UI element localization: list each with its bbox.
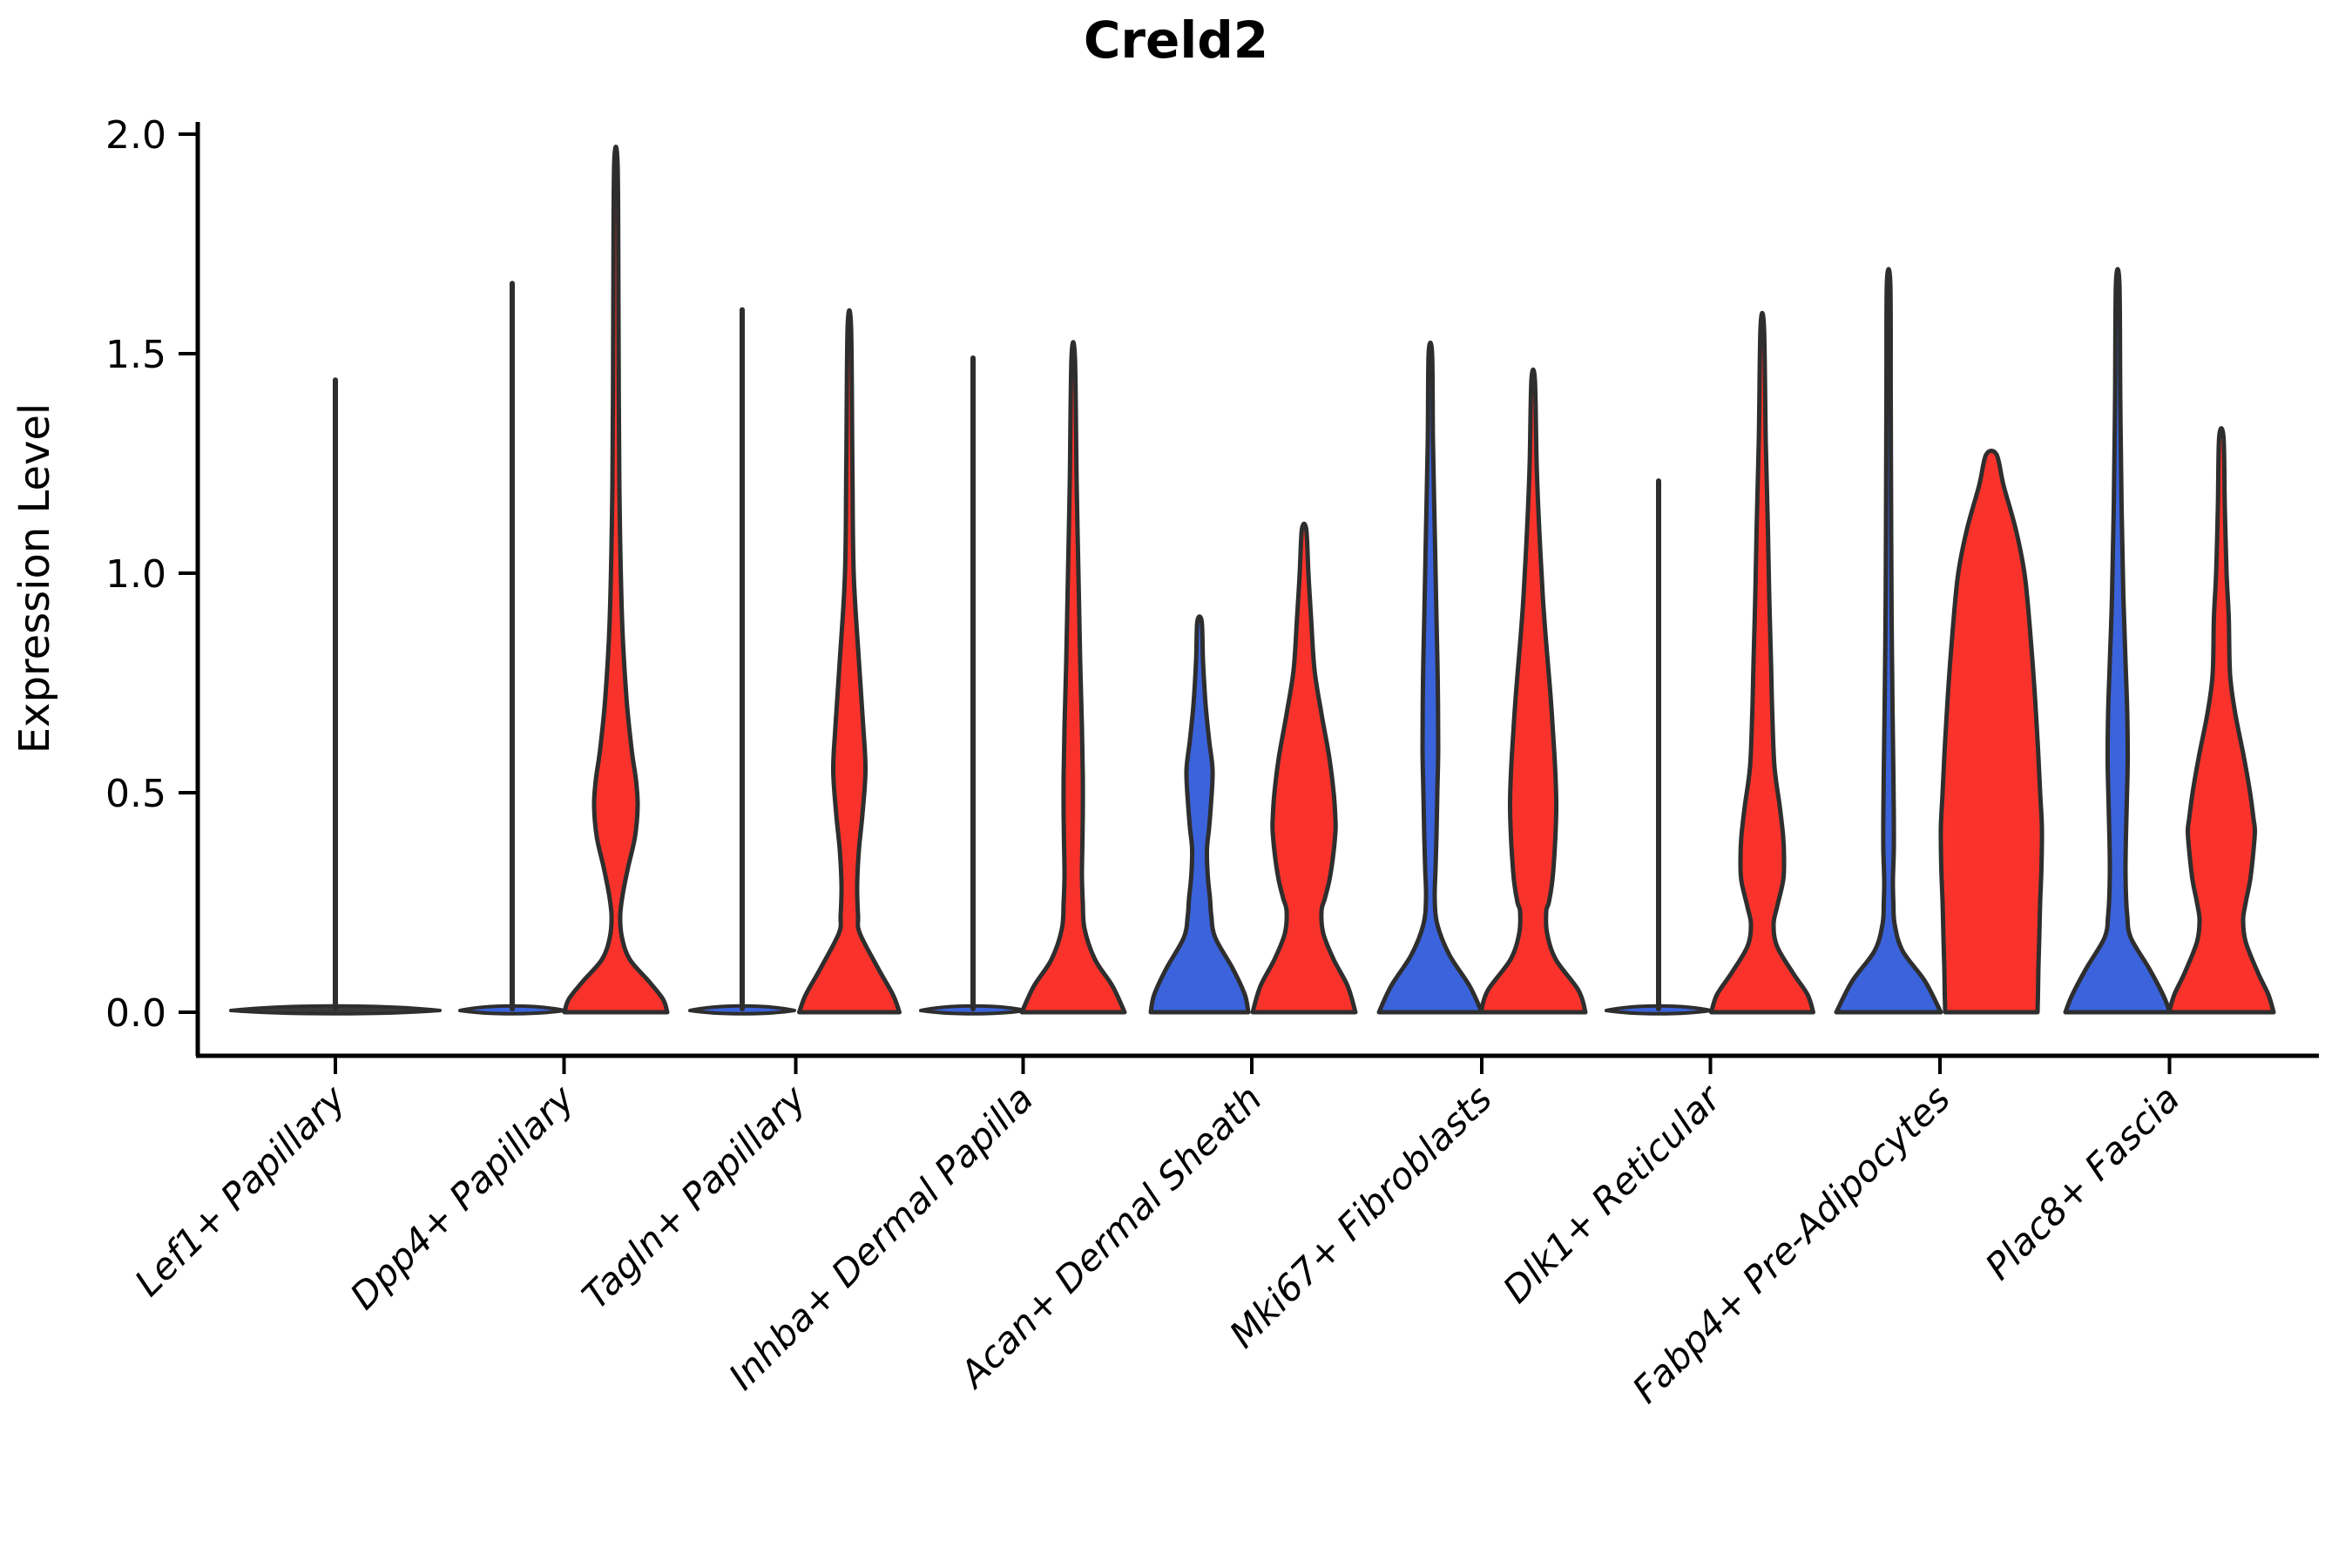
x-tick-label: Dlk1+ Reticular xyxy=(1495,1075,1731,1311)
y-tick-label: 1.5 xyxy=(105,333,166,377)
violin-body-red xyxy=(562,145,670,1015)
x-tick-label: Lef1+ Papillary xyxy=(126,1077,355,1305)
violin-body-red xyxy=(2166,426,2276,1015)
violin-body-red xyxy=(1019,340,1127,1015)
violin-body-red xyxy=(797,308,902,1015)
y-tick-label: 0.0 xyxy=(105,991,166,1036)
violin-body-red xyxy=(1478,367,1588,1015)
violin-body-red xyxy=(1250,521,1358,1015)
y-tick-label: 0.5 xyxy=(105,772,166,816)
violin-body-red xyxy=(1938,449,2044,1015)
violin-body-blue xyxy=(2063,267,2173,1015)
x-tick-label: Mki67+ Fibroblasts xyxy=(1221,1077,1500,1355)
chart-title: Creld2 xyxy=(1083,10,1269,70)
violin-body-blue xyxy=(1834,267,1943,1015)
x-tick-label: Dpp4+ Papillary xyxy=(341,1077,583,1318)
y-tick-label: 2.0 xyxy=(105,113,166,158)
y-tick-label: 1.0 xyxy=(105,552,166,597)
violin-body-blue xyxy=(1376,340,1484,1015)
violin-body-blue xyxy=(1148,614,1251,1015)
x-tick-label: Tagln+ Papillary xyxy=(574,1077,815,1318)
violin-body-red xyxy=(1709,310,1815,1015)
x-tick-label: Plac8+ Fascia xyxy=(1977,1077,2187,1288)
